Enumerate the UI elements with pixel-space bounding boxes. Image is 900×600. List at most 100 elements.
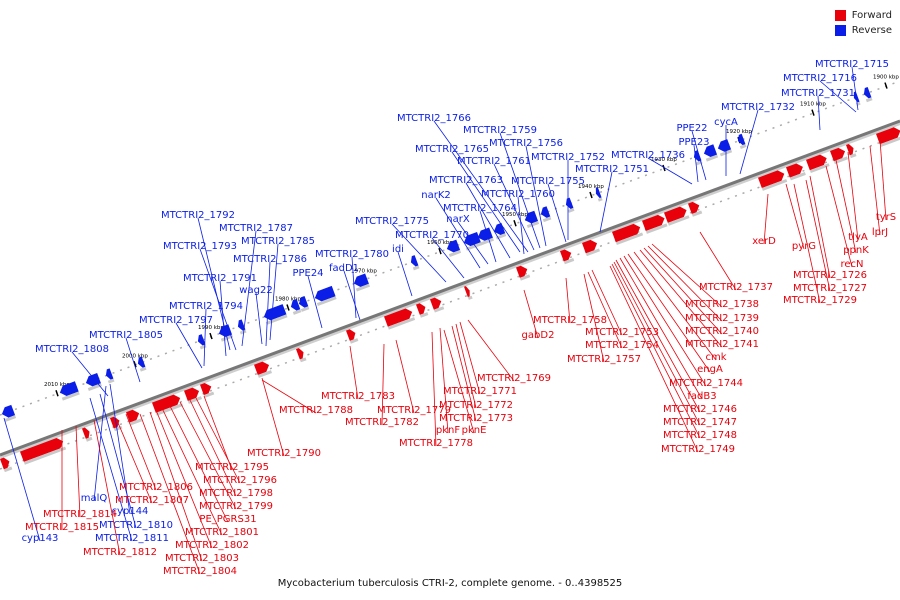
reverse-gene-label: MTCTRI2_1766 <box>397 113 471 124</box>
forward-gene-shape <box>184 387 200 402</box>
forward-gene-label: MTCTRI2_1772 <box>439 400 513 411</box>
forward-gene-label: gabD2 <box>522 330 555 341</box>
forward-gene-label: MTCTRI2_1757 <box>567 354 641 365</box>
reverse-gene <box>105 368 115 384</box>
forward-gene <box>758 170 788 191</box>
tick-label: 1900 kbp <box>873 75 899 81</box>
reverse-gene-label: narX <box>446 214 470 225</box>
forward-gene-shape <box>346 329 356 341</box>
reverse-gene-label: MTCTRI2_1780 <box>315 249 389 260</box>
reverse-gene-label: cyp143 <box>22 533 59 544</box>
forward-gene <box>184 387 202 404</box>
reverse-gene-shape <box>105 368 114 380</box>
tick-mark <box>811 109 815 116</box>
leader-line <box>565 277 571 324</box>
leader-line <box>189 399 237 497</box>
tick-label: 1970 kbp <box>351 268 377 274</box>
forward-gene-label: MTCTRI2_1771 <box>443 386 517 397</box>
reverse-gene <box>595 187 603 202</box>
leader-line <box>763 193 769 245</box>
reverse-gene-label: MTCTRI2_1731 <box>781 88 855 99</box>
tick-label: 1940 kbp <box>578 184 604 190</box>
reverse-gene <box>410 255 420 271</box>
reverse-gene <box>137 356 147 372</box>
forward-gene <box>126 409 143 426</box>
leader-line <box>851 66 859 111</box>
forward-gene-shape <box>254 361 270 376</box>
forward-gene-label: PE_PGRS31 <box>199 514 256 525</box>
reverse-gene-label: cyp144 <box>112 506 149 517</box>
reverse-gene-label: MTCTRI2_1770 <box>395 230 469 241</box>
reverse-gene-label: MTCTRI2_1811 <box>95 533 169 544</box>
reverse-swatch <box>834 25 846 36</box>
forward-gene-shape <box>416 303 426 315</box>
forward-gene-label: xerD <box>752 236 776 247</box>
forward-gene-label: cmk <box>705 352 726 363</box>
tick-mark <box>884 82 888 89</box>
reverse-gene <box>85 372 102 391</box>
leader-line <box>643 247 723 335</box>
forward-gene <box>0 457 13 473</box>
leader-line <box>219 280 227 357</box>
reverse-gene-label: MTCTRI2_1751 <box>575 164 649 175</box>
reverse-gene-shape <box>410 255 419 267</box>
tick-mark <box>589 191 593 199</box>
leader-line <box>739 109 759 175</box>
forward-gene-shadow <box>257 370 272 378</box>
leader-line <box>517 196 525 255</box>
forward-gene-shape <box>200 383 212 396</box>
forward-gene-shadow <box>667 215 690 226</box>
reverse-gene-label: cycA <box>714 117 738 128</box>
leader-line <box>847 151 859 241</box>
tick-label: 1930 kbp <box>651 157 677 163</box>
leader-line <box>349 345 359 400</box>
reverse-gene-shadow <box>526 221 540 229</box>
leader-line <box>351 256 357 319</box>
reverse-gene-label: MTCTRI2_1765 <box>415 144 489 155</box>
legend-reverse-label: Reverse <box>851 25 892 36</box>
forward-gene-label: recN <box>840 259 863 270</box>
reverse-gene-label: MTCTRI2_1810 <box>99 520 173 531</box>
leader-line <box>525 145 547 247</box>
leader-line <box>805 179 831 292</box>
tick-mark <box>438 247 442 255</box>
forward-gene <box>560 249 575 265</box>
leader-line <box>639 249 723 348</box>
leader-line <box>343 270 361 321</box>
leader-line <box>93 419 121 556</box>
leader-line <box>75 425 81 518</box>
forward-gene <box>582 239 600 257</box>
forward-gene-shadow <box>563 258 575 265</box>
reverse-gene-label: MTCTRI2_1755 <box>511 176 585 187</box>
leader-line <box>261 379 317 414</box>
forward-gene-label: MTCTRI2_1812 <box>83 547 157 558</box>
reverse-gene-label: MTCTRI2_1785 <box>241 236 315 247</box>
forward-gene-shadow <box>849 153 857 159</box>
forward-gene <box>20 438 67 465</box>
forward-gene-label: MTCTRI2_1788 <box>279 405 353 416</box>
forward-gene-shape <box>0 457 10 470</box>
leader-line <box>397 251 413 297</box>
forward-gene <box>876 127 900 148</box>
reverse-gene-label: narK2 <box>421 190 451 201</box>
leader-line <box>433 120 529 253</box>
leader-line <box>199 248 237 351</box>
tick-label: 1980 kbp <box>275 296 301 302</box>
reverse-gene-shadow <box>292 309 302 315</box>
forward-gene-label: MTCTRI2_1769 <box>477 373 551 384</box>
reverse-gene-shadow <box>542 216 552 223</box>
forward-gene-label: MTCTRI2_1726 <box>793 270 867 281</box>
forward-gene-shape <box>20 438 64 462</box>
reverse-gene-shadow <box>61 391 80 401</box>
leader-line <box>125 413 157 491</box>
forward-gene-label: fadB3 <box>687 391 716 402</box>
forward-gene-shadow <box>615 232 644 246</box>
reverse-gene-label: MTCTRI2_1793 <box>163 241 237 252</box>
reverse-gene-shape <box>290 298 301 311</box>
leader-line <box>693 144 699 183</box>
forward-gene-label: MTCTRI2_1796 <box>203 475 277 486</box>
leader-line <box>255 292 263 345</box>
forward-gene-label: MTCTRI2_1803 <box>165 553 239 564</box>
leader-line <box>611 263 701 439</box>
